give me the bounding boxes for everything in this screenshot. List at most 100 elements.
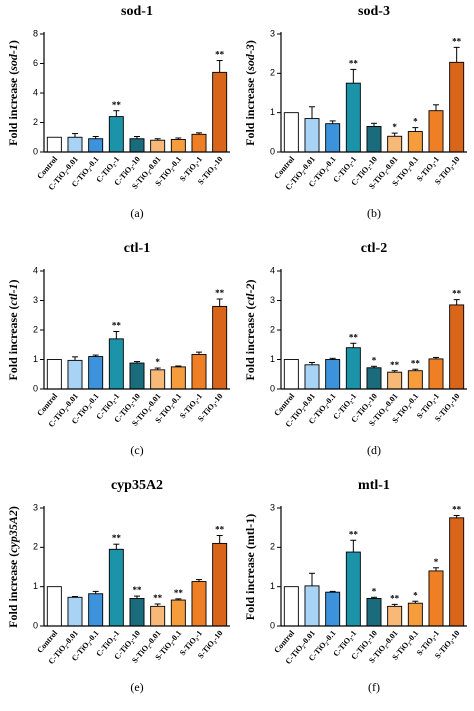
significance-label: ** bbox=[452, 505, 462, 515]
y-label-gene: ctl-2 bbox=[243, 283, 257, 305]
y-tick-label: 3 bbox=[33, 502, 38, 512]
bar bbox=[345, 551, 361, 627]
bar bbox=[191, 354, 207, 390]
y-label-text: ) bbox=[6, 40, 20, 44]
bar bbox=[46, 359, 62, 390]
y-tick-label: 2 bbox=[270, 68, 275, 78]
bar bbox=[407, 370, 423, 390]
y-label-text: Fold increase ( bbox=[6, 553, 20, 628]
bar bbox=[212, 542, 228, 627]
bar bbox=[212, 305, 228, 390]
bar bbox=[283, 359, 299, 390]
y-tick-label: 0 bbox=[33, 146, 38, 156]
y-tick-label: 2 bbox=[33, 117, 38, 127]
y-label-text: Fold increase ( bbox=[243, 305, 257, 380]
bar bbox=[325, 123, 341, 153]
y-axis-label: Fold increase (sod-1) bbox=[6, 40, 20, 146]
bar bbox=[283, 112, 299, 153]
y-tick-label: 2 bbox=[270, 324, 275, 334]
bar bbox=[67, 136, 83, 153]
bar bbox=[150, 139, 166, 153]
panel-label: (b) bbox=[367, 206, 381, 220]
significance-label: * bbox=[372, 355, 377, 365]
panel-label: (d) bbox=[367, 443, 381, 457]
y-tick-label: 1 bbox=[270, 354, 275, 364]
bar bbox=[407, 602, 423, 627]
chart-title: sod-3 bbox=[358, 4, 390, 19]
y-label-text: Fold increase ( bbox=[6, 305, 20, 380]
y-label-text: ) bbox=[243, 40, 257, 44]
panel-label: (c) bbox=[130, 443, 143, 457]
y-tick-label: 3 bbox=[270, 295, 275, 305]
bar bbox=[325, 359, 341, 390]
significance-label: ** bbox=[153, 593, 163, 603]
y-tick-label: 0 bbox=[270, 146, 275, 156]
bar bbox=[46, 136, 62, 153]
bar bbox=[449, 517, 465, 627]
bar bbox=[129, 362, 145, 390]
bar bbox=[387, 605, 403, 627]
y-label-text: ) bbox=[6, 506, 20, 510]
bar bbox=[428, 358, 444, 390]
significance-label: ** bbox=[349, 332, 359, 342]
bar bbox=[150, 369, 166, 390]
y-tick-label: 4 bbox=[270, 265, 275, 275]
bar bbox=[449, 61, 465, 153]
bar bbox=[428, 110, 444, 153]
y-axis-label: Fold increase (ctl-2) bbox=[243, 279, 257, 380]
bar bbox=[88, 356, 104, 390]
panel-label: (e) bbox=[130, 680, 143, 694]
panel-label: (a) bbox=[130, 206, 143, 220]
bar bbox=[325, 591, 341, 627]
y-tick-label: 3 bbox=[270, 28, 275, 38]
bar bbox=[407, 131, 423, 153]
bar bbox=[428, 570, 444, 627]
y-tick-label: 0 bbox=[33, 383, 38, 393]
bar bbox=[191, 133, 207, 153]
y-tick-label: 0 bbox=[33, 620, 38, 630]
y-label-text: Fold increase ( bbox=[243, 545, 257, 620]
y-axis-label: Fold increase (ctl-1) bbox=[6, 279, 20, 380]
bar bbox=[129, 598, 145, 627]
y-label-gene: sod-3 bbox=[243, 44, 257, 72]
y-tick-label: 3 bbox=[270, 502, 275, 512]
y-label-gene: ctl-1 bbox=[6, 283, 20, 305]
y-label-text: ) bbox=[243, 514, 257, 518]
bar bbox=[366, 125, 382, 153]
y-tick-label: 1 bbox=[270, 107, 275, 117]
y-tick-label: 1 bbox=[33, 581, 38, 591]
chart-title: mtl-1 bbox=[358, 478, 390, 493]
bar bbox=[129, 138, 145, 153]
bar bbox=[387, 371, 403, 390]
bar bbox=[170, 139, 186, 153]
significance-label: ** bbox=[390, 593, 400, 603]
significance-label: ** bbox=[112, 321, 122, 331]
significance-label: ** bbox=[215, 288, 225, 298]
significance-label: * bbox=[434, 557, 439, 567]
y-label-text: Fold increase ( bbox=[243, 71, 257, 146]
significance-label: ** bbox=[349, 529, 359, 539]
y-tick-label: 4 bbox=[33, 265, 38, 275]
y-tick-label: 4 bbox=[33, 87, 38, 97]
bar bbox=[108, 548, 124, 627]
bar bbox=[387, 135, 403, 153]
significance-label: ** bbox=[215, 50, 225, 60]
y-label-text: ) bbox=[6, 279, 20, 283]
bar bbox=[170, 599, 186, 627]
bar bbox=[46, 586, 62, 627]
bar bbox=[304, 364, 320, 390]
bar bbox=[212, 71, 228, 153]
significance-label: * bbox=[392, 122, 397, 132]
significance-label: ** bbox=[133, 585, 143, 595]
bar bbox=[304, 118, 320, 153]
significance-label: ** bbox=[112, 100, 122, 110]
y-tick-label: 8 bbox=[33, 28, 38, 38]
significance-label: * bbox=[413, 590, 418, 600]
y-axis-label: Fold increase (cyp35A2) bbox=[6, 506, 20, 628]
